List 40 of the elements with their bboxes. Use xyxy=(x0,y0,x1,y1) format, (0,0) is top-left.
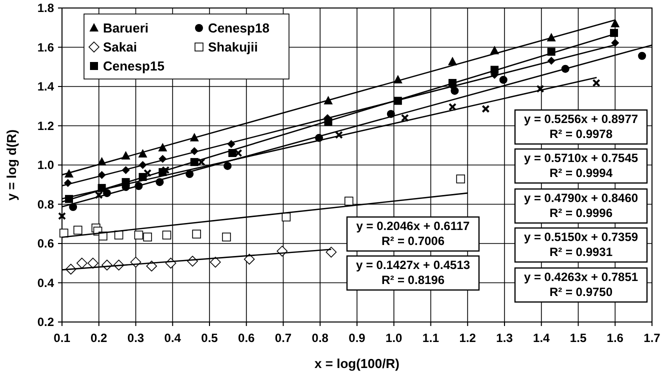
x-axis-title: x = log(100/R) xyxy=(314,356,400,371)
y-tick-label: 0.2 xyxy=(37,315,54,330)
y-tick-label: 1.8 xyxy=(37,1,54,16)
annotation: y = 0.4263x + 0.7851 R² = 0.9750 xyxy=(524,270,638,299)
x-tick-label: 0.3 xyxy=(127,331,144,345)
annotation: y = 0.5150x + 0.7359 R² = 0.9931 xyxy=(524,230,638,259)
y-tick-label: 0.4 xyxy=(37,276,54,290)
x-tick-label: 1.6 xyxy=(606,331,624,345)
y-tick-label: 1.2 xyxy=(37,118,54,133)
x-tick-label: 1.4 xyxy=(533,331,550,345)
x-tick-label: 0.9 xyxy=(348,331,366,345)
annotation: y = 0.4790x + 0.8460 R² = 0.9996 xyxy=(524,191,638,220)
x-tick-label: 0.5 xyxy=(201,331,218,345)
y-tick-label: 1.4 xyxy=(37,80,54,94)
x-tick-label: 0.6 xyxy=(238,331,256,345)
annotation: y = 0.2046x + 0.6117 R² = 0.7006 xyxy=(356,219,470,248)
x-tick-label: 0.2 xyxy=(90,331,108,345)
legend-label: Cenesp15 xyxy=(103,58,164,74)
y-tick-label: 0.8 xyxy=(37,197,54,212)
x-tick-label: 1.1 xyxy=(422,331,440,345)
x-tick-label: 1.7 xyxy=(644,331,661,345)
legend-label: Cenesp18 xyxy=(208,20,270,36)
y-tick-label: 0.6 xyxy=(37,236,54,251)
x-tick-label: 1.5 xyxy=(570,331,587,345)
legend-label: Shakujii xyxy=(208,40,258,55)
x-tick-label: 1.3 xyxy=(496,331,514,345)
annotation: y = 0.5256x + 0.8977 R² = 0.9978 xyxy=(524,112,638,141)
legend-label: Sakai xyxy=(103,40,137,55)
x-tick-label: 1.2 xyxy=(459,331,476,345)
x-tick-label: 1.0 xyxy=(386,331,403,345)
x-tick-label: 0.7 xyxy=(274,331,292,345)
x-tick-label: 0.8 xyxy=(312,331,329,345)
legend-label: Barueri xyxy=(103,20,149,36)
annotation: y = 0.1427x + 0.4513 R² = 0.8196 xyxy=(356,258,470,287)
x-tick-label: 0.1 xyxy=(54,331,71,345)
x-tick-label: 0.4 xyxy=(164,331,182,345)
y-axis-title: y = log d(R) xyxy=(4,129,19,201)
y-tick-label: 1.0 xyxy=(37,158,54,172)
y-tick-label: 1.6 xyxy=(37,40,54,54)
annotation: y = 0.5710x + 0.7545 R² = 0.9994 xyxy=(524,151,638,180)
